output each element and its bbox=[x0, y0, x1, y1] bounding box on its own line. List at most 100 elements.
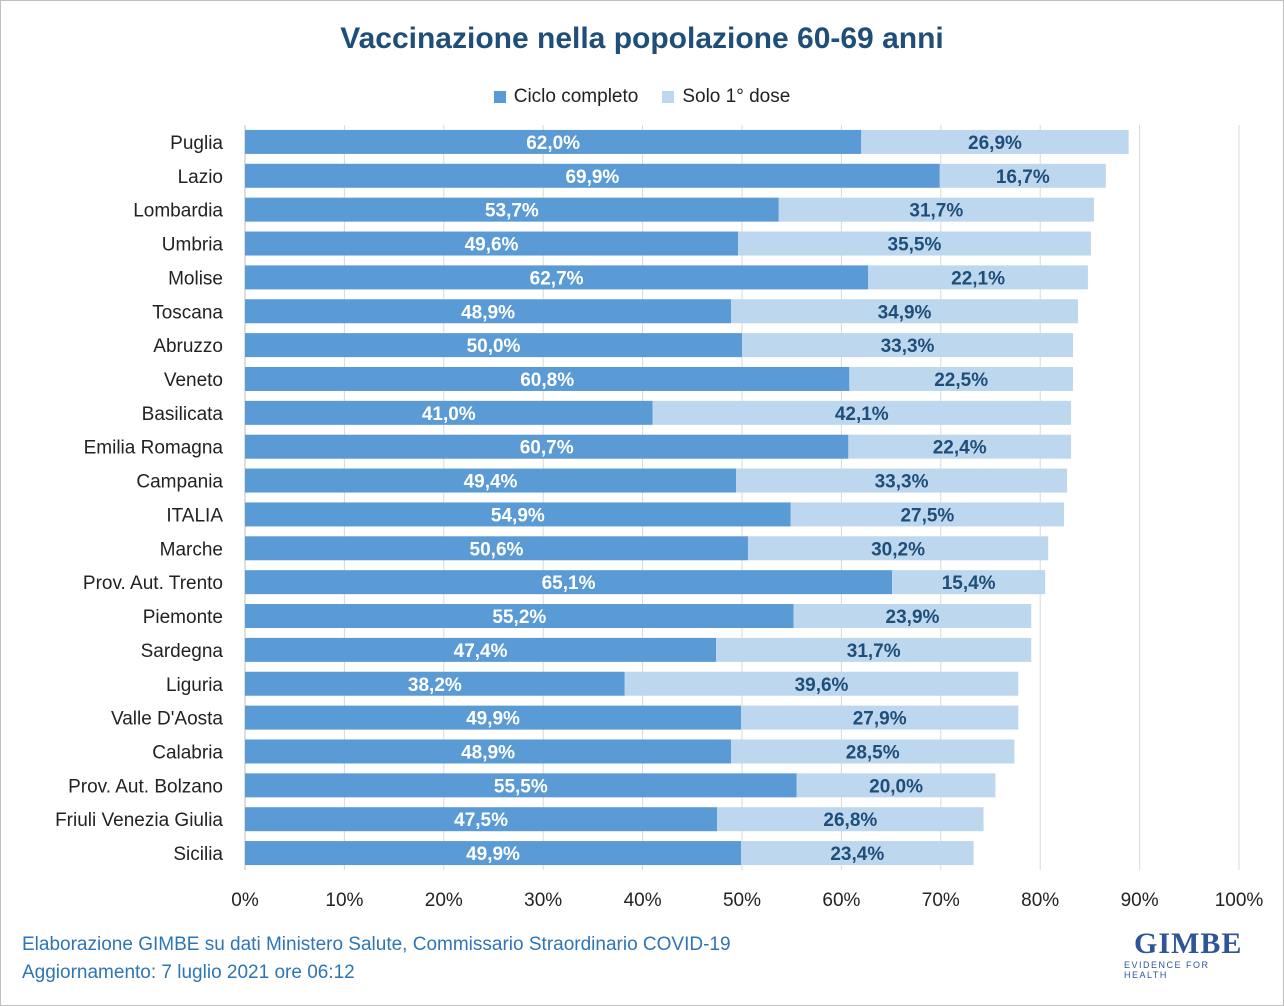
legend-item-ciclo-completo: Ciclo completo bbox=[493, 86, 639, 108]
category-label: Emilia Romagna bbox=[84, 438, 224, 459]
x-tick-label: 90% bbox=[1121, 890, 1159, 911]
data-label: 49,4% bbox=[464, 472, 518, 493]
bar-solo-prima-dose bbox=[868, 265, 1088, 290]
data-label: 22,4% bbox=[933, 438, 987, 459]
data-label: 47,4% bbox=[454, 641, 508, 662]
bar-ciclo-completo bbox=[245, 841, 742, 866]
x-tick-label: 30% bbox=[524, 890, 562, 911]
category-label: Friuli Venezia Giulia bbox=[55, 810, 223, 831]
bar-ciclo-completo bbox=[245, 468, 737, 493]
category-label: Sicilia bbox=[173, 844, 223, 865]
bar-solo-prima-dose bbox=[652, 400, 1072, 425]
bar-solo-prima-dose bbox=[716, 637, 1032, 662]
bar-ciclo-completo bbox=[245, 333, 742, 358]
data-label: 60,7% bbox=[520, 438, 574, 459]
category-label: Puglia bbox=[170, 133, 223, 154]
x-tick-label: 10% bbox=[325, 890, 363, 911]
bar-solo-prima-dose bbox=[793, 604, 1032, 629]
category-label: Prov. Aut. Trento bbox=[83, 573, 223, 594]
data-label: 48,9% bbox=[461, 742, 515, 763]
bar-solo-prima-dose bbox=[848, 434, 1072, 459]
bar-solo-prima-dose bbox=[747, 536, 1049, 561]
data-label: 41,0% bbox=[422, 404, 476, 425]
bar-ciclo-completo bbox=[245, 671, 625, 696]
category-label: Calabria bbox=[152, 742, 223, 763]
data-label: 20,0% bbox=[869, 776, 923, 797]
category-label: Campania bbox=[136, 472, 223, 493]
data-label: 39,6% bbox=[795, 675, 849, 696]
chart-title: Vaccinazione nella popolazione 60-69 ann… bbox=[340, 22, 944, 55]
bar-solo-prima-dose bbox=[939, 163, 1106, 188]
bar-solo-prima-dose bbox=[717, 807, 984, 832]
bar-ciclo-completo bbox=[245, 637, 717, 662]
data-label: 62,0% bbox=[526, 133, 580, 154]
bar-ciclo-completo bbox=[245, 570, 893, 595]
category-label: Prov. Aut. Bolzano bbox=[68, 776, 223, 797]
data-label: 55,5% bbox=[494, 776, 548, 797]
category-label: Piemonte bbox=[143, 607, 223, 628]
category-label: ITALIA bbox=[166, 505, 223, 526]
data-label: 38,2% bbox=[408, 675, 462, 696]
legend-swatch-ciclo-completo bbox=[493, 91, 506, 103]
bar-ciclo-completo bbox=[245, 197, 779, 222]
data-label: 49,6% bbox=[465, 235, 519, 256]
x-tick-label: 100% bbox=[1215, 890, 1264, 911]
data-label: 22,5% bbox=[934, 370, 988, 391]
bar-solo-prima-dose bbox=[741, 841, 974, 866]
category-label: Toscana bbox=[152, 302, 223, 323]
category-label: Veneto bbox=[164, 370, 223, 391]
bar-ciclo-completo bbox=[245, 739, 732, 764]
chart-legend: Ciclo completo Solo 1° dose bbox=[0, 86, 1284, 108]
bar-ciclo-completo bbox=[245, 265, 869, 290]
data-label: 26,8% bbox=[823, 810, 877, 831]
data-label: 47,5% bbox=[454, 810, 508, 831]
data-label: 30,2% bbox=[871, 539, 925, 560]
category-label: Lombardia bbox=[133, 201, 223, 222]
bar-solo-prima-dose bbox=[738, 231, 1091, 256]
category-label: Lazio bbox=[178, 167, 223, 188]
bar-ciclo-completo bbox=[245, 536, 748, 561]
data-label: 69,9% bbox=[565, 167, 619, 188]
category-label: Sardegna bbox=[141, 641, 224, 662]
data-label: 62,7% bbox=[530, 268, 584, 289]
x-tick-label: 70% bbox=[922, 890, 960, 911]
bar-ciclo-completo bbox=[245, 434, 849, 459]
data-label: 31,7% bbox=[847, 641, 901, 662]
bar-solo-prima-dose bbox=[741, 705, 1019, 730]
legend-swatch-solo-prima-dose bbox=[662, 91, 675, 103]
x-tick-label: 0% bbox=[231, 890, 259, 911]
data-label: 50,0% bbox=[467, 336, 521, 357]
category-label: Marche bbox=[160, 539, 223, 560]
data-label: 50,6% bbox=[470, 539, 524, 560]
data-label: 26,9% bbox=[968, 133, 1022, 154]
data-label: 34,9% bbox=[878, 302, 932, 323]
data-label: 60,8% bbox=[520, 370, 574, 391]
bar-solo-prima-dose bbox=[861, 129, 1129, 154]
category-label: Valle D'Aosta bbox=[111, 709, 223, 730]
data-label: 27,9% bbox=[853, 709, 907, 730]
bar-solo-prima-dose bbox=[736, 468, 1068, 493]
data-label: 35,5% bbox=[888, 235, 942, 256]
data-label: 23,4% bbox=[830, 844, 884, 865]
bar-ciclo-completo bbox=[245, 604, 794, 629]
legend-item-solo-prima-dose: Solo 1° dose bbox=[662, 86, 790, 108]
x-tick-label: 60% bbox=[822, 890, 860, 911]
x-tick-label: 20% bbox=[425, 890, 463, 911]
bar-ciclo-completo bbox=[245, 163, 940, 188]
x-tick-label: 40% bbox=[624, 890, 662, 911]
data-label: 54,9% bbox=[491, 505, 545, 526]
legend-label-ciclo-completo: Ciclo completo bbox=[513, 86, 639, 107]
footer-update: Aggiornamento: 7 luglio 2021 ore 06:12 bbox=[22, 962, 355, 983]
bar-solo-prima-dose bbox=[731, 299, 1078, 324]
category-label: Umbria bbox=[162, 235, 224, 256]
category-label: Basilicata bbox=[142, 404, 224, 425]
data-label: 22,1% bbox=[951, 268, 1005, 289]
bar-solo-prima-dose bbox=[742, 333, 1074, 358]
bar-ciclo-completo bbox=[245, 705, 742, 730]
bar-solo-prima-dose bbox=[790, 502, 1065, 527]
bar-ciclo-completo bbox=[245, 807, 718, 832]
data-label: 33,3% bbox=[881, 336, 935, 357]
x-tick-label: 80% bbox=[1021, 890, 1059, 911]
bar-solo-prima-dose bbox=[796, 773, 996, 798]
